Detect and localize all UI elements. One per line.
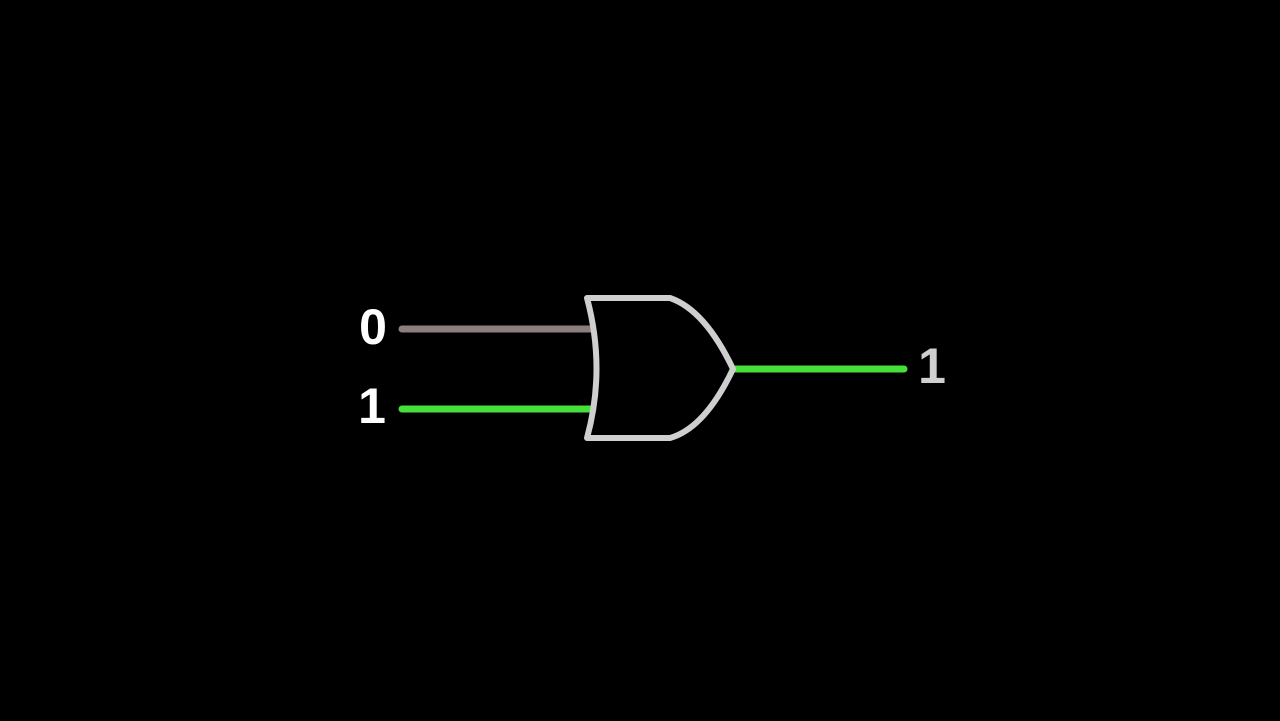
or-gate-symbol	[584, 295, 736, 441]
output-label: 1	[918, 338, 946, 394]
input-a-label: 0	[359, 299, 387, 355]
input-b-label: 1	[358, 378, 386, 434]
